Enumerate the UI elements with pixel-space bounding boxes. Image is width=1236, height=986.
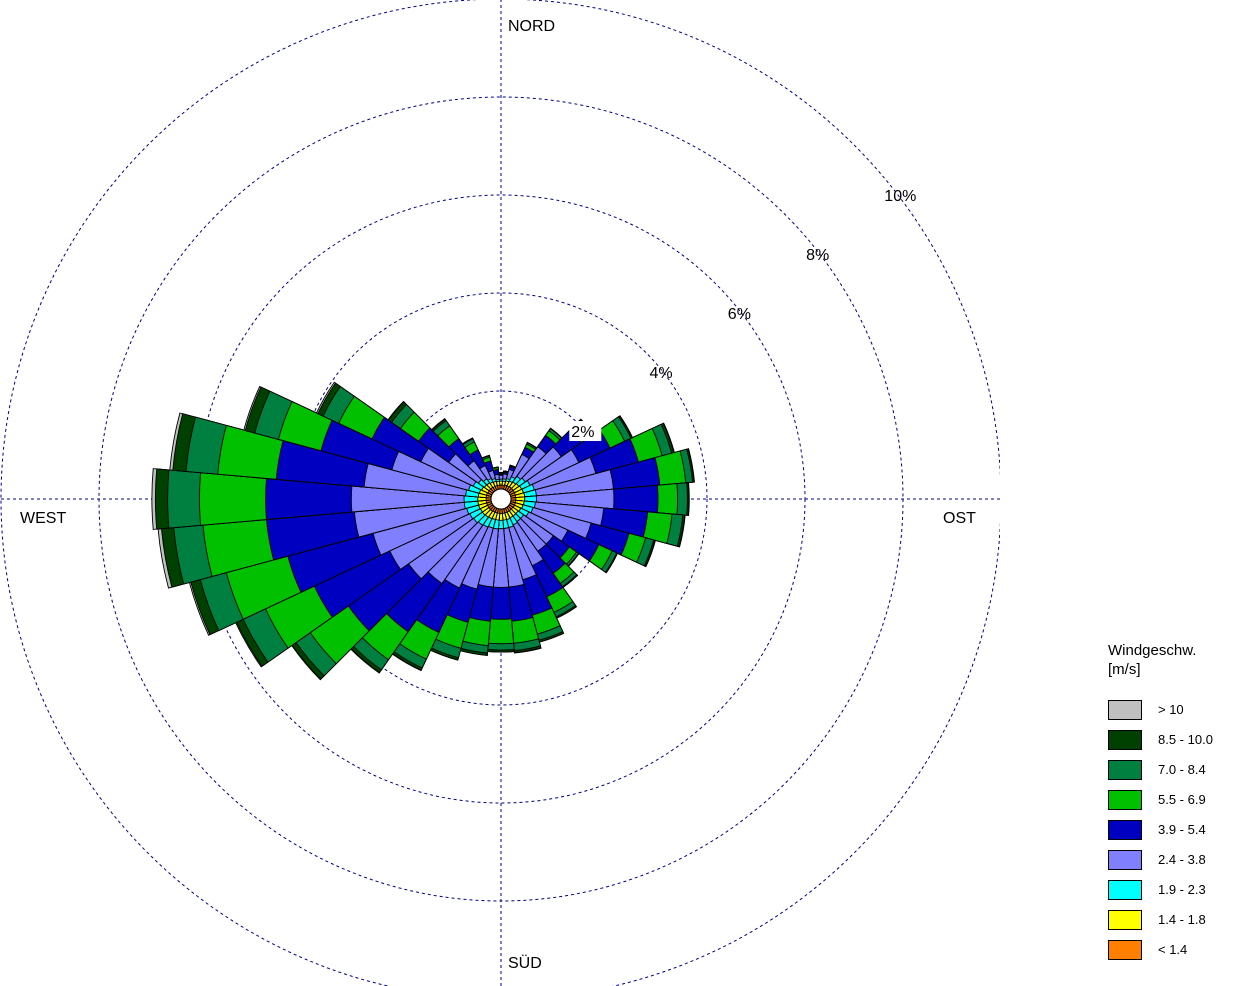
direction-label-north: NORD (508, 18, 555, 35)
legend-swatch (1108, 940, 1142, 960)
legend-swatch (1108, 700, 1142, 720)
legend-label: < 1.4 (1158, 942, 1188, 957)
direction-label-west: WEST (20, 510, 66, 527)
center-calm-circle (490, 488, 512, 510)
legend-label: 2.4 - 3.8 (1158, 852, 1206, 867)
speed-legend: Windgeschw. [m/s] > 10 8.5 - 10.0 7.0 - 8.… (1108, 641, 1233, 970)
legend-label: 8.5 - 10.0 (1158, 732, 1213, 747)
legend-title-line1: Windgeschw. (1108, 642, 1197, 659)
legend-swatch (1108, 820, 1142, 840)
legend-label: 3.9 - 5.4 (1158, 822, 1206, 837)
legend-label: 1.9 - 2.3 (1158, 882, 1206, 897)
legend-title: Windgeschw. [m/s] (1108, 641, 1233, 679)
legend-items: > 10 8.5 - 10.0 7.0 - 8.4 5.5 - 6.9 3.9 - 5.… (1108, 700, 1233, 970)
legend-item: 3.9 - 5.4 (1108, 820, 1233, 850)
wind-rose-chart: 2% 4% 6% 8% 10% NORD OST SÜD WEST (0, 0, 1000, 986)
legend-label: 1.4 - 1.8 (1158, 912, 1206, 927)
legend-item: > 10 (1108, 700, 1233, 730)
tick-label-10: 10% (884, 188, 916, 205)
direction-label-east: OST (943, 510, 976, 527)
legend-item: 5.5 - 6.9 (1108, 790, 1233, 820)
legend-item: 8.5 - 10.0 (1108, 730, 1233, 760)
legend-swatch (1108, 910, 1142, 930)
legend-title-line2: [m/s] (1108, 661, 1141, 678)
legend-item: 1.4 - 1.8 (1108, 910, 1233, 940)
direction-label-south: SÜD (508, 954, 542, 972)
grid-circle-4 (294, 292, 708, 706)
legend-item: < 1.4 (1108, 940, 1233, 970)
legend-label: > 10 (1158, 702, 1184, 717)
legend-item: 7.0 - 8.4 (1108, 760, 1233, 790)
tick-label-bg-2 (569, 421, 602, 441)
legend-label: 5.5 - 6.9 (1158, 792, 1206, 807)
legend-swatch (1108, 850, 1142, 870)
radial-tick-labels: 2% 4% 6% 8% 10% (569, 188, 916, 441)
legend-swatch (1108, 880, 1142, 900)
tick-label-6: 6% (728, 306, 751, 323)
legend-item: 2.4 - 3.8 (1108, 850, 1233, 880)
legend-swatch (1108, 730, 1142, 750)
legend-swatch (1108, 790, 1142, 810)
wind-rose-bars (151, 381, 695, 681)
tick-label-4: 4% (650, 365, 673, 382)
tick-label-2: 2% (571, 424, 594, 441)
legend-swatch (1108, 760, 1142, 780)
tick-label-8: 8% (806, 247, 829, 264)
legend-label: 7.0 - 8.4 (1158, 762, 1206, 777)
legend-item: 1.9 - 2.3 (1108, 880, 1233, 910)
